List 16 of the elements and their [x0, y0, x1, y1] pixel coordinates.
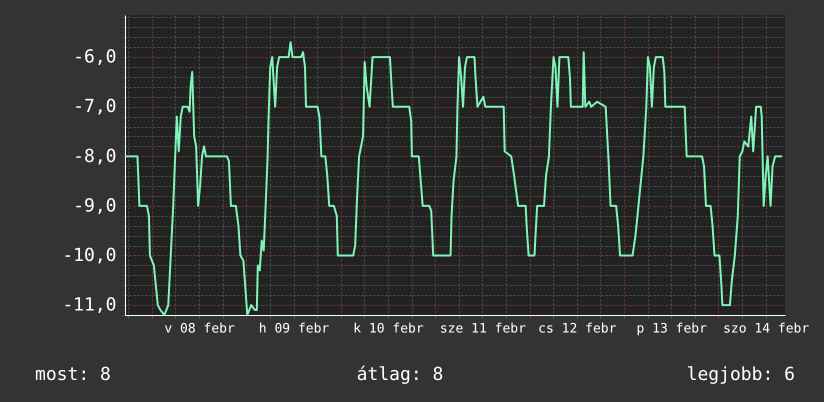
y-tick-label: -7,0	[73, 96, 116, 118]
y-tick-label: -9,0	[73, 195, 116, 216]
y-tick-label: -6,0	[73, 46, 116, 68]
x-tick-label: p 13 febr	[636, 322, 708, 336]
text: átlag: 8	[356, 364, 444, 385]
x-tick-label: h 09 febr	[258, 322, 330, 336]
y-tick-label: -8,0	[73, 146, 116, 167]
x-tick-label: szo 14 febr	[723, 322, 810, 336]
x-tick-label: sze 11 febr	[440, 322, 526, 336]
x-tick-label: cs 12 febr	[538, 322, 617, 336]
y-tick-label: -11,0	[62, 294, 116, 316]
x-tick-label: v 08 febr	[164, 322, 235, 336]
y-tick-label: -10,0	[62, 244, 116, 266]
text: legjobb: 6	[686, 364, 795, 385]
text: most: 8	[35, 364, 111, 385]
x-tick-label: k 10 febr	[353, 322, 424, 336]
